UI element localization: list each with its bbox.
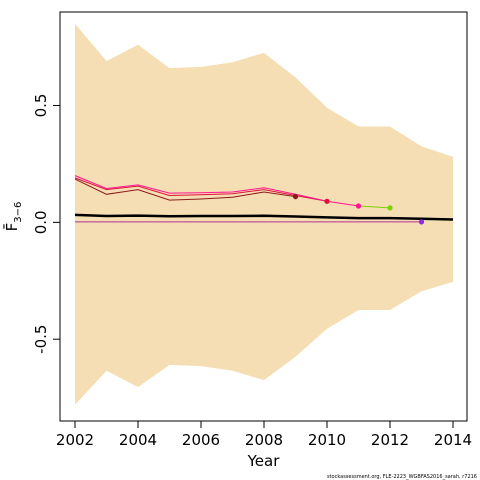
retro-series-line-2 xyxy=(74,178,296,201)
y-tick-label: -0.5 xyxy=(32,325,50,354)
x-axis: 2002 2004 2006 2008 2010 2012 2014 xyxy=(56,421,472,449)
endpoint-marker-2009 xyxy=(292,194,299,200)
series-layer xyxy=(74,175,454,223)
y-axis-label: F̄3−6 xyxy=(2,202,24,232)
retro-series-line-1 xyxy=(74,177,328,202)
x-tick-label: 2004 xyxy=(119,431,157,449)
x-tick-label: 2002 xyxy=(56,431,94,449)
y-axis-label-subscript: 3−6 xyxy=(13,202,24,223)
endpoint-marker-2011 xyxy=(355,203,362,209)
retro-series-line-3 xyxy=(74,175,359,207)
x-tick-label: 2006 xyxy=(182,431,220,449)
endpoints-layer xyxy=(292,194,425,225)
main-estimate-line xyxy=(74,213,454,221)
confidence-band xyxy=(75,23,453,405)
x-tick-label: 2010 xyxy=(308,431,346,449)
retro-series-line-4 xyxy=(358,205,391,209)
y-axis: -0.5 0.0 0.5 xyxy=(32,94,60,354)
footer-credit: stockassessment.org, FLE-2223_WGBFAS2016… xyxy=(327,474,477,480)
x-tick-label: 2008 xyxy=(245,431,283,449)
y-axis-label-main: F̄ xyxy=(2,223,21,232)
confidence-band-layer xyxy=(75,23,453,405)
y-tick-label: 0.5 xyxy=(32,94,50,118)
endpoint-marker-2012 xyxy=(387,205,393,211)
endpoint-marker-2010 xyxy=(324,198,330,204)
x-tick-label: 2012 xyxy=(371,431,409,449)
x-tick-label: 2014 xyxy=(434,431,472,449)
y-tick-label: 0.0 xyxy=(32,210,50,234)
endpoint-marker-2013 xyxy=(418,219,425,225)
x-axis-label: Year xyxy=(247,452,281,470)
